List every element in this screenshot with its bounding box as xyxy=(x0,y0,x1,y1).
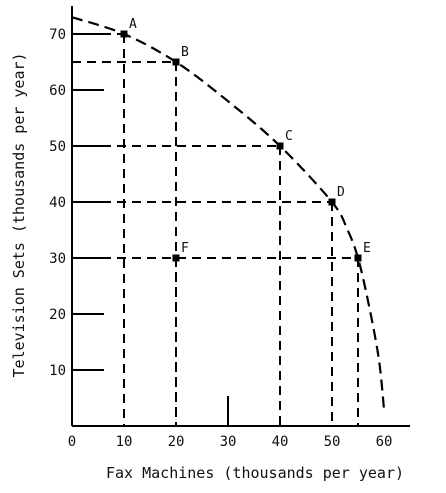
x-axis-title: Fax Machines (thousands per year) xyxy=(106,464,404,482)
y-tick-label: 70 xyxy=(49,27,66,43)
point-label-f: F xyxy=(181,241,189,256)
point-label-e: E xyxy=(363,241,371,256)
x-tick-label: 30 xyxy=(220,434,237,450)
points-layer: A B C D E F xyxy=(120,17,371,262)
x-tick-label: 60 xyxy=(376,434,393,450)
x-tick-label: 10 xyxy=(116,434,133,450)
point-marker-a xyxy=(120,30,128,38)
axes xyxy=(71,6,410,427)
y-tick-label: 20 xyxy=(49,307,66,323)
point-label-d: D xyxy=(337,185,345,200)
ppf-curve xyxy=(71,16,386,410)
x-tick-label: 40 xyxy=(272,434,289,450)
guide-lines xyxy=(72,33,359,426)
x-tick-label: 0 xyxy=(68,434,76,450)
point-label-a: A xyxy=(129,17,137,32)
y-tick-label: 60 xyxy=(49,83,66,99)
point-marker-c xyxy=(276,142,284,150)
point-marker-e xyxy=(354,254,362,262)
y-tick-label: 30 xyxy=(49,251,66,267)
y-tick-label: 40 xyxy=(49,195,66,211)
point-marker-d xyxy=(328,198,336,206)
point-marker-f xyxy=(172,254,180,262)
point-label-c: C xyxy=(285,129,293,144)
y-tick-label: 10 xyxy=(49,363,66,379)
curve-layer xyxy=(71,16,386,410)
point-label-b: B xyxy=(181,45,189,60)
y-axis-title: Television Sets (thousands per year) xyxy=(10,52,28,377)
x-tick-label: 20 xyxy=(168,434,185,450)
x-tick-label: 50 xyxy=(324,434,341,450)
point-marker-b xyxy=(172,58,180,66)
ticks: 0 10 20 30 40 50 60 10 20 30 40 50 60 70 xyxy=(49,27,392,450)
y-tick-label: 50 xyxy=(49,139,66,155)
